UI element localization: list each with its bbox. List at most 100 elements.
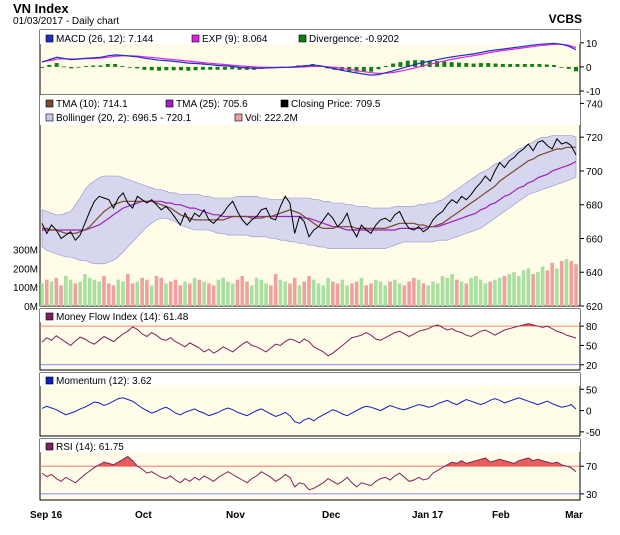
bollinger-band [41, 135, 577, 265]
volume-bar [188, 283, 192, 306]
volume-bar [288, 283, 292, 306]
volume-bar [493, 279, 497, 306]
price-tick-label: 740 [586, 99, 603, 110]
volume-bar [283, 281, 287, 306]
divergence-bar [91, 65, 96, 67]
momentum-line [41, 397, 577, 424]
divergence-bar [478, 63, 483, 67]
volume-bar [102, 275, 106, 306]
rsi-overbought-fill [499, 459, 505, 467]
divergence-bar [559, 66, 564, 68]
divergence-bar [486, 63, 491, 67]
volume-bar [197, 279, 202, 306]
volume-bar [173, 279, 178, 306]
rsi-legend-label: RSI (14): 61.75 [56, 442, 124, 453]
volume-bar [202, 281, 206, 306]
volume-bar [335, 283, 340, 306]
x-tick-label: Dec [322, 510, 341, 521]
volume-bar [78, 281, 82, 306]
volume-bar [369, 283, 373, 306]
divergence-bar [157, 66, 162, 71]
macd-line [41, 42, 577, 76]
volume-bar [192, 277, 197, 306]
volume-bar [378, 281, 383, 306]
divergence-bar [178, 66, 183, 71]
divergence-bar [537, 64, 542, 67]
volume-bar [440, 275, 445, 306]
divergence-bar [398, 62, 403, 67]
price-tick-label: 660 [586, 234, 603, 245]
divergence-bar [391, 63, 396, 67]
rsi-overbought-fill [485, 457, 491, 467]
mfi-legend-label: Money Flow Index (14): 61.48 [56, 312, 189, 323]
volume-bar [359, 277, 364, 306]
volume-bar [49, 281, 54, 306]
data-source-label: VCBS [548, 12, 582, 26]
mfi-tick-label: 80 [586, 322, 598, 333]
divergence-bar [456, 62, 461, 67]
divergence-bar [47, 64, 52, 67]
chart-labels: 10 0 -10 MACD (26, 12): 7.144 EXP (9): 8.064… [13, 34, 603, 521]
volume-bar [64, 275, 68, 306]
price-tick-label: 720 [586, 133, 603, 144]
divergence-bar [200, 66, 205, 70]
divergence-bar [544, 64, 549, 67]
x-tick-label: Jan 17 [412, 510, 444, 521]
price-tick-label: 680 [586, 201, 603, 212]
price-legend-label: Vol: 222.2M [245, 113, 298, 124]
volume-bar [540, 266, 545, 306]
volume-bar [264, 283, 268, 306]
momentum-tick-label: -50 [586, 428, 601, 439]
divergence-bar [508, 64, 513, 67]
volume-bar [459, 281, 464, 306]
rsi-overbought-fill [523, 457, 529, 467]
divergence-bar [383, 65, 388, 67]
mfi-tick-label: 20 [586, 361, 598, 372]
divergence-bar [464, 63, 469, 67]
momentum-legend-label: Momentum (12): 3.62 [56, 376, 152, 387]
divergence-bar [113, 64, 118, 67]
divergence-bar [61, 66, 66, 68]
volume-bar [149, 285, 154, 306]
divergence-bar [354, 66, 359, 72]
divergence-bar [493, 63, 498, 67]
volume-bar [435, 283, 440, 306]
volume-bar [516, 275, 521, 306]
macd-legend-label: Divergence: -0.9202 [309, 34, 399, 45]
rsi-overbought-fill [533, 459, 538, 467]
price-tick-label: 700 [586, 167, 603, 178]
volume-bar [450, 274, 454, 306]
volume-bar [321, 285, 326, 306]
divergence-bar [574, 66, 578, 72]
divergence-bar [449, 62, 454, 67]
volume-bar [240, 275, 245, 306]
price-legend-swatch [45, 99, 54, 108]
volume-bar [407, 281, 411, 306]
rsi-tick-label: 70 [586, 462, 598, 473]
rsi-overbought-fill [461, 460, 467, 467]
volume-bar [164, 283, 168, 306]
volume-bar [340, 279, 345, 306]
divergence-bar [83, 65, 88, 67]
macd-legend-swatch [45, 34, 54, 43]
volume-bar [545, 270, 550, 306]
macd-legend-label: EXP (9): 8.064 [202, 34, 268, 45]
volume-bar [254, 277, 259, 306]
volume-bar [536, 272, 540, 306]
volume-bar [550, 262, 554, 306]
volume-bar [273, 274, 278, 306]
divergence-bar [208, 66, 213, 70]
volume-bar [393, 279, 397, 306]
volume-bar [211, 285, 216, 306]
tma25-line [42, 160, 577, 231]
divergence-bar [98, 65, 103, 67]
volume-bar [483, 283, 488, 306]
macd-legend-band [40, 30, 580, 44]
divergence-bar [376, 66, 381, 70]
volume-bar [168, 281, 173, 306]
volume-bar [116, 279, 121, 306]
x-tick-label: Sep 16 [30, 510, 63, 521]
divergence-bar [186, 66, 191, 71]
divergence-bar [164, 66, 169, 71]
volume-bar [521, 270, 526, 306]
